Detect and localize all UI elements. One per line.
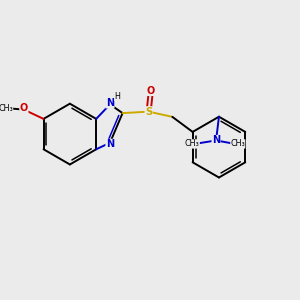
Text: CH₃: CH₃	[230, 140, 245, 148]
Text: H: H	[114, 92, 120, 101]
Text: S: S	[145, 106, 152, 117]
Text: O: O	[20, 103, 28, 113]
Text: CH₃: CH₃	[0, 104, 13, 113]
Text: N: N	[106, 98, 114, 108]
Text: O: O	[146, 85, 155, 95]
Text: N: N	[106, 139, 114, 149]
Text: CH₃: CH₃	[185, 140, 200, 148]
Text: N: N	[212, 135, 220, 146]
